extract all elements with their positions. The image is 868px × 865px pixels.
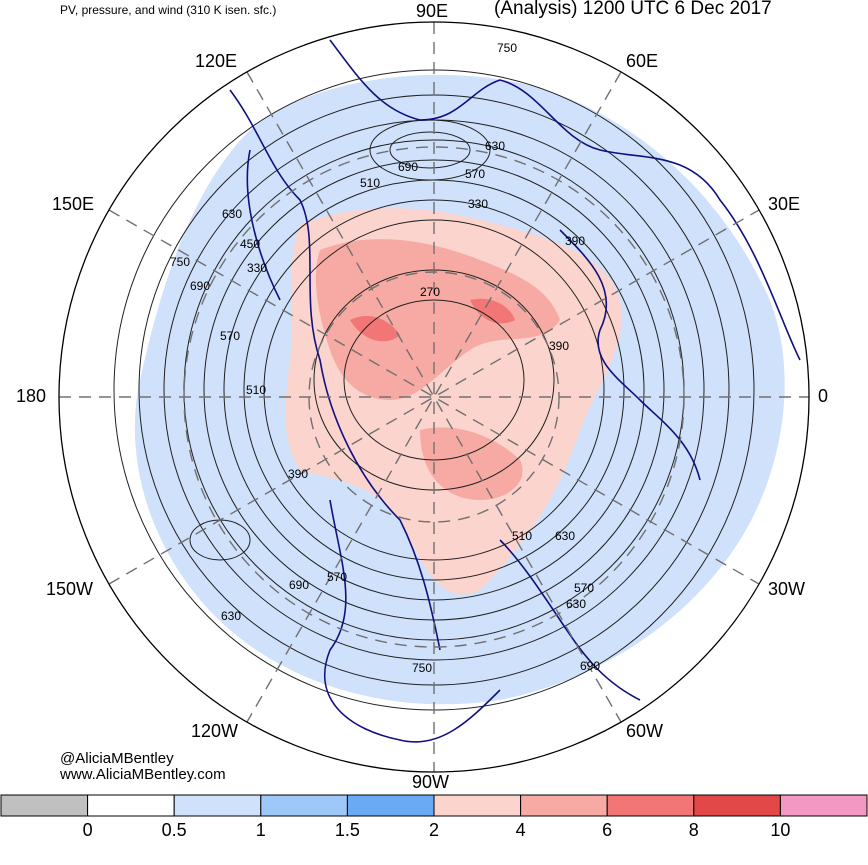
colorbar-tick-label: 6 <box>602 820 613 840</box>
pressure-contour-label: 270 <box>420 285 440 299</box>
pressure-contour-label: 570 <box>574 581 594 595</box>
colorbar-swatch <box>606 794 695 817</box>
pv-red-field <box>350 298 515 342</box>
colorbar-swatch <box>520 794 608 817</box>
colorbar-tick-label: 10 <box>770 820 791 840</box>
graticule <box>59 22 809 772</box>
author-handle: @AliciaMBentley <box>60 750 174 767</box>
lon-label-30e: 30E <box>768 194 801 214</box>
pressure-contour-label: 690 <box>190 279 210 293</box>
pressure-contour-label: 750 <box>412 661 432 675</box>
coastlines <box>229 39 801 743</box>
pressure-contour-label: 690 <box>580 659 600 673</box>
author-website: www.AliciaMBentley.com <box>60 766 226 783</box>
lon-label-60w: 60W <box>626 721 664 741</box>
pressure-contour-label: 630 <box>221 609 241 623</box>
lon-label-180: 180 <box>16 386 47 406</box>
colorbar-swatch <box>260 794 348 817</box>
pressure-contour-label: 450 <box>240 237 260 251</box>
pressure-contour-label: 330 <box>468 197 488 211</box>
colorbar-swatch <box>87 794 175 817</box>
pressure-contour-label: 630 <box>555 529 575 543</box>
pressure-contour-label: 630 <box>566 597 586 611</box>
lon-label-120e: 120E <box>195 51 238 71</box>
colorbar <box>0 794 868 817</box>
map-left-title: PV, pressure, and wind (310 K isen. sfc.… <box>60 3 277 17</box>
colorbar-swatch <box>693 794 781 817</box>
pressure-contour-label: 510 <box>512 529 532 543</box>
colorbar-tick-label: 8 <box>688 820 699 840</box>
pv-salmon-field <box>315 239 560 500</box>
lon-label-150w: 150W <box>46 579 94 599</box>
pressure-contour-label: 690 <box>398 160 418 174</box>
pressure-contour-label: 750 <box>497 41 517 55</box>
lon-label-30w: 30W <box>768 579 806 599</box>
colorbar-swatch <box>433 794 522 817</box>
colorbar-tick-label: 1 <box>255 820 266 840</box>
map-right-title: (Analysis) 1200 UTC 6 Dec 2017 <box>494 0 772 19</box>
colorbar-tick-label: 0 <box>82 820 93 840</box>
colorbar-swatch <box>346 794 435 817</box>
pressure-contour-label: 630 <box>485 139 505 153</box>
lon-label-90w: 90W <box>412 772 450 792</box>
lon-label-90e: 90E <box>416 1 449 21</box>
lon-label-60e: 60E <box>626 51 659 71</box>
pressure-contour-label: 690 <box>289 578 309 592</box>
colorbar-swatch <box>173 794 262 817</box>
colorbar-tick-label: 4 <box>515 820 526 840</box>
pressure-contour-label: 330 <box>247 261 267 275</box>
colorbar-swatch <box>779 794 868 817</box>
pressure-contour-label: 570 <box>327 570 347 584</box>
pressure-contour-label: 750 <box>170 255 190 269</box>
lon-label-120w: 120W <box>191 721 239 741</box>
colorbar-tick-label: 2 <box>428 820 440 840</box>
pressure-contour-label: 390 <box>288 467 308 481</box>
pressure-contour-label: 570 <box>465 167 485 181</box>
map-border <box>58 21 810 773</box>
pressure-contour-label: 390 <box>565 234 585 248</box>
colorbar-tick-label: 0.5 <box>161 820 187 840</box>
pressure-contour-label: 510 <box>246 383 266 397</box>
colorbar-tick-label: 1.5 <box>334 820 360 840</box>
pressure-contour-label: 510 <box>360 176 380 190</box>
pressure-contour-label: 570 <box>220 329 240 343</box>
lon-label-150e: 150E <box>52 194 95 214</box>
lon-label-0: 0 <box>818 386 829 406</box>
pressure-contour-label: 390 <box>549 339 569 353</box>
colorbar-swatch <box>0 794 89 817</box>
pressure-contour-label: 630 <box>222 207 242 221</box>
